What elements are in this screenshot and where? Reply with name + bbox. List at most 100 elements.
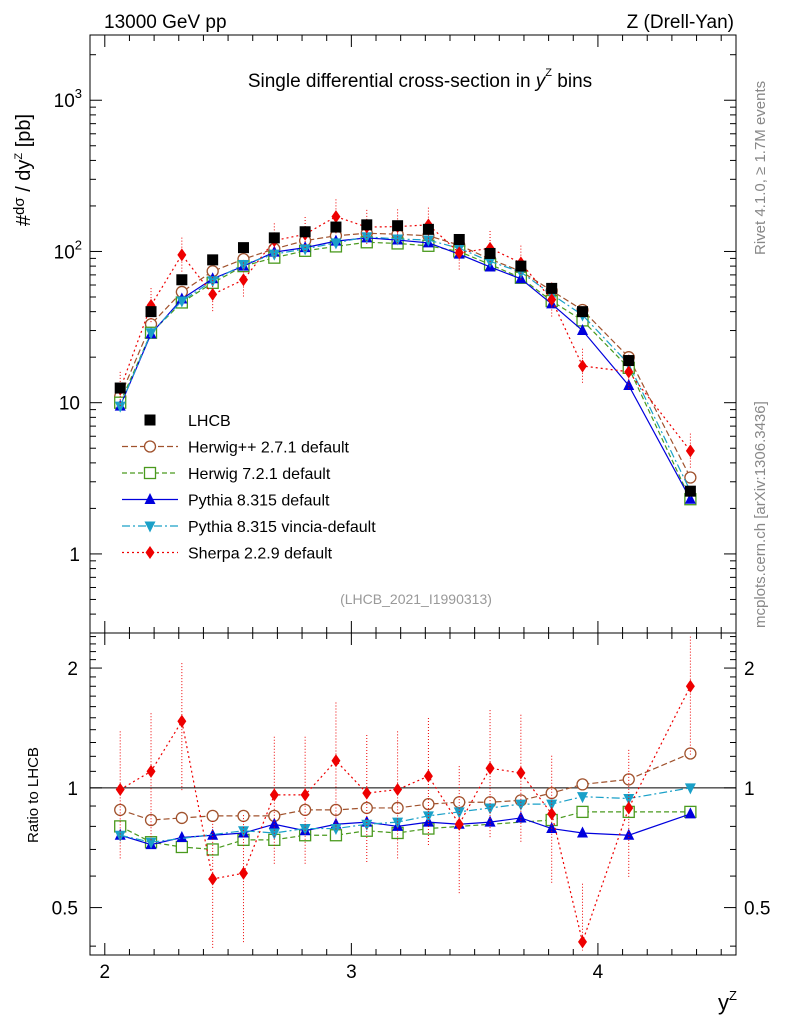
ratio-point — [144, 813, 158, 827]
ratio-point — [208, 872, 218, 886]
y-tick-label: 103 — [54, 86, 82, 112]
data-point — [577, 306, 589, 318]
ratio-point — [206, 809, 219, 823]
ratio-point — [362, 786, 372, 800]
data-point — [330, 238, 342, 250]
legend-marker — [143, 440, 157, 453]
legend-marker — [144, 521, 156, 533]
ratio-point — [685, 679, 695, 693]
ratio-y-label: Ratio to LHCB — [25, 747, 42, 843]
y-tick-label: 102 — [54, 237, 82, 263]
analysis-tag: (LHCB_2021_I1990313) — [340, 591, 492, 607]
ratio-point — [577, 792, 589, 804]
data-point — [684, 485, 696, 497]
legend-marker — [144, 493, 156, 504]
data-point — [145, 306, 157, 318]
ratio-tick-label: 1 — [744, 779, 755, 800]
data-point — [623, 378, 635, 390]
ratio-point — [207, 828, 219, 840]
data-point — [207, 276, 219, 288]
ratio-tick-label: 2 — [744, 659, 755, 680]
ratio-point — [485, 761, 495, 775]
data-point — [268, 232, 280, 244]
ratio-point — [516, 766, 526, 780]
ratio-tick-label: 0.5 — [52, 899, 78, 920]
ratio-line — [120, 813, 691, 846]
ratio-point — [268, 817, 280, 829]
data-point — [685, 444, 695, 458]
ratio-point — [299, 824, 311, 836]
series-line — [119, 215, 691, 452]
data-point — [237, 259, 249, 271]
ratio-point — [175, 811, 188, 825]
ratio-line — [120, 787, 691, 843]
legend-marker — [143, 466, 157, 480]
data-point — [484, 247, 496, 259]
ratio-point — [576, 805, 589, 819]
ratio-point — [300, 788, 310, 802]
main-plot-marks — [114, 199, 697, 506]
y-axis-label: #dσ / dyZ [pb] — [11, 114, 35, 226]
data-point — [624, 365, 634, 379]
ratio-point — [175, 840, 188, 854]
data-point — [331, 210, 341, 224]
ratio-point — [145, 837, 157, 849]
data-point — [176, 296, 188, 308]
ratio-point — [268, 828, 280, 840]
data-point — [547, 293, 557, 307]
data-point — [207, 254, 219, 266]
ratio-point — [329, 803, 343, 817]
ratio-point — [546, 822, 558, 834]
data-point — [453, 233, 465, 245]
data-point — [684, 471, 697, 484]
series-line — [119, 241, 691, 500]
x-tick-label: 3 — [346, 962, 357, 983]
y-tick-label: 1 — [69, 545, 80, 566]
ratio-point — [115, 783, 125, 797]
x-tick-label: 4 — [593, 962, 604, 983]
data-point — [177, 248, 187, 262]
data-point — [546, 282, 558, 294]
ratio-point — [623, 794, 635, 806]
ratio-point — [392, 817, 404, 829]
ratio-point — [146, 764, 156, 778]
main-frame — [89, 34, 737, 634]
data-point — [268, 249, 280, 261]
legend-marker — [145, 546, 155, 559]
ratio-point — [454, 817, 464, 831]
ratio-line — [119, 811, 691, 851]
data-point — [361, 219, 373, 231]
data-point — [176, 274, 188, 286]
data-point — [299, 244, 311, 256]
ratio-line — [120, 752, 691, 821]
y-tick-label: 10 — [59, 394, 80, 415]
data-point — [114, 401, 126, 413]
data-point — [577, 324, 589, 336]
svg-text:#dσ / dyZ [pb]: #dσ / dyZ [pb] — [11, 114, 35, 226]
data-point — [484, 256, 496, 268]
data-point — [145, 328, 157, 340]
legend-label: Pythia 8.315 default — [188, 493, 330, 510]
ratio-point — [484, 803, 496, 815]
x-tick-label: 2 — [100, 962, 111, 983]
data-point — [422, 223, 434, 235]
ratio-point — [422, 811, 434, 823]
data-point — [684, 492, 696, 504]
series-line — [119, 236, 691, 492]
ratio-point — [578, 935, 588, 949]
ratio-tick-label: 1 — [67, 779, 78, 800]
ratio-point — [176, 831, 188, 843]
legend-label: LHCB — [188, 413, 231, 430]
ratio-point — [546, 799, 558, 811]
ratio-point — [624, 801, 634, 815]
data-point — [238, 273, 248, 287]
ratio-point — [423, 769, 433, 783]
ratio-point — [577, 826, 589, 838]
axes: 2 3 4 1 10 102 103 0.5 0.5 1 1 2 2 — [52, 35, 770, 983]
data-point — [623, 355, 635, 367]
series-line — [119, 237, 691, 500]
ratio-point — [684, 807, 696, 819]
data-point — [330, 221, 342, 233]
legend-label: Sherpa 2.2.9 default — [188, 546, 333, 563]
